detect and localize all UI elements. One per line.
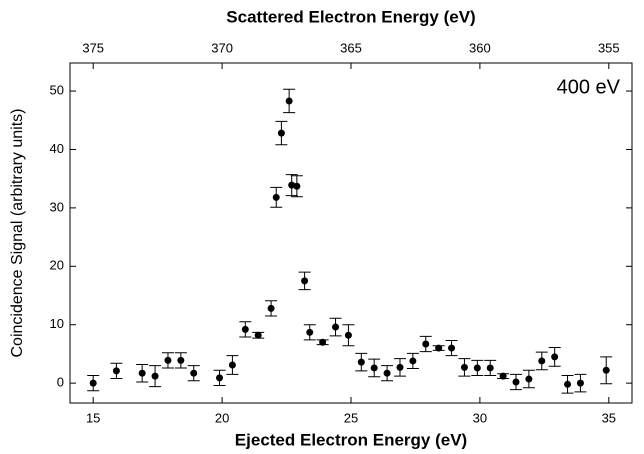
x-tick-label: 15	[86, 410, 100, 425]
point	[306, 328, 314, 336]
x-tick-label: 35	[602, 410, 616, 425]
point	[422, 340, 430, 348]
point	[164, 356, 172, 364]
point	[151, 372, 159, 380]
y-tick-label: 0	[57, 375, 64, 390]
point	[301, 277, 309, 285]
point	[277, 129, 285, 137]
point	[267, 304, 275, 312]
y-tick-label: 20	[50, 258, 64, 273]
point	[564, 380, 572, 388]
x2-tick-label: 355	[598, 40, 620, 55]
point	[602, 366, 610, 374]
point	[486, 364, 494, 372]
point	[357, 358, 365, 366]
chart-title: Scattered Electron Energy (eV)	[226, 7, 475, 26]
point	[370, 364, 378, 372]
y-tick-label: 50	[50, 82, 64, 97]
annotation: 400 eV	[557, 76, 621, 98]
y-tick-label: 30	[50, 199, 64, 214]
point	[344, 331, 352, 339]
point	[435, 344, 443, 352]
point	[460, 363, 468, 371]
x2-tick-label: 365	[340, 40, 362, 55]
x2-tick-label: 375	[82, 40, 104, 55]
point	[254, 331, 262, 339]
point	[285, 97, 293, 105]
point	[272, 193, 280, 201]
point	[473, 364, 481, 372]
x2-tick-label: 360	[469, 40, 491, 55]
point	[499, 372, 507, 380]
x2-tick-label: 370	[211, 40, 233, 55]
point	[319, 338, 327, 346]
x-tick-label: 25	[344, 410, 358, 425]
point	[396, 363, 404, 371]
point	[112, 367, 120, 375]
y-axis-label: Coincidence Signal (arbitrary units)	[9, 109, 26, 358]
x-axis-label: Ejected Electron Energy (eV)	[235, 430, 467, 449]
point	[448, 344, 456, 352]
point	[138, 369, 146, 377]
point	[538, 357, 546, 365]
x-tick-label: 30	[473, 410, 487, 425]
x-tick-label: 20	[215, 410, 229, 425]
point	[409, 357, 417, 365]
point	[89, 379, 97, 387]
point	[228, 361, 236, 369]
point	[293, 182, 301, 190]
point	[190, 369, 198, 377]
point	[332, 323, 340, 331]
point	[241, 325, 249, 333]
point	[216, 374, 224, 382]
point	[383, 369, 391, 377]
point	[525, 375, 533, 383]
point	[551, 353, 559, 361]
y-tick-label: 40	[50, 141, 64, 156]
y-tick-label: 10	[50, 316, 64, 331]
point	[177, 356, 185, 364]
point	[512, 378, 520, 386]
point	[576, 379, 584, 387]
